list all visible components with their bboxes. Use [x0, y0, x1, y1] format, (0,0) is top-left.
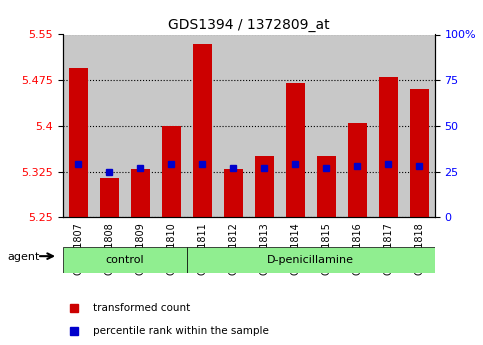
- Bar: [280, 34, 311, 217]
- Bar: [131, 169, 150, 217]
- Text: D-penicillamine: D-penicillamine: [267, 255, 354, 265]
- Bar: [348, 123, 367, 217]
- Bar: [373, 34, 404, 217]
- Bar: [317, 156, 336, 217]
- Bar: [311, 34, 342, 217]
- Bar: [379, 77, 398, 217]
- Bar: [255, 156, 273, 217]
- Bar: [187, 247, 435, 273]
- Bar: [69, 68, 87, 217]
- Bar: [410, 89, 428, 217]
- Bar: [404, 34, 435, 217]
- Text: transformed count: transformed count: [93, 303, 190, 313]
- Bar: [100, 178, 118, 217]
- Bar: [162, 126, 181, 217]
- Text: percentile rank within the sample: percentile rank within the sample: [93, 326, 269, 335]
- Bar: [156, 34, 187, 217]
- Bar: [187, 34, 218, 217]
- Bar: [342, 34, 373, 217]
- Bar: [63, 34, 94, 217]
- Title: GDS1394 / 1372809_at: GDS1394 / 1372809_at: [168, 18, 329, 32]
- Bar: [218, 34, 249, 217]
- Bar: [286, 83, 304, 217]
- Text: control: control: [105, 255, 144, 265]
- Bar: [94, 34, 125, 217]
- Bar: [193, 43, 212, 217]
- Bar: [249, 34, 280, 217]
- Bar: [125, 34, 156, 217]
- Text: agent: agent: [7, 252, 40, 262]
- Bar: [63, 247, 187, 273]
- Bar: [224, 169, 242, 217]
